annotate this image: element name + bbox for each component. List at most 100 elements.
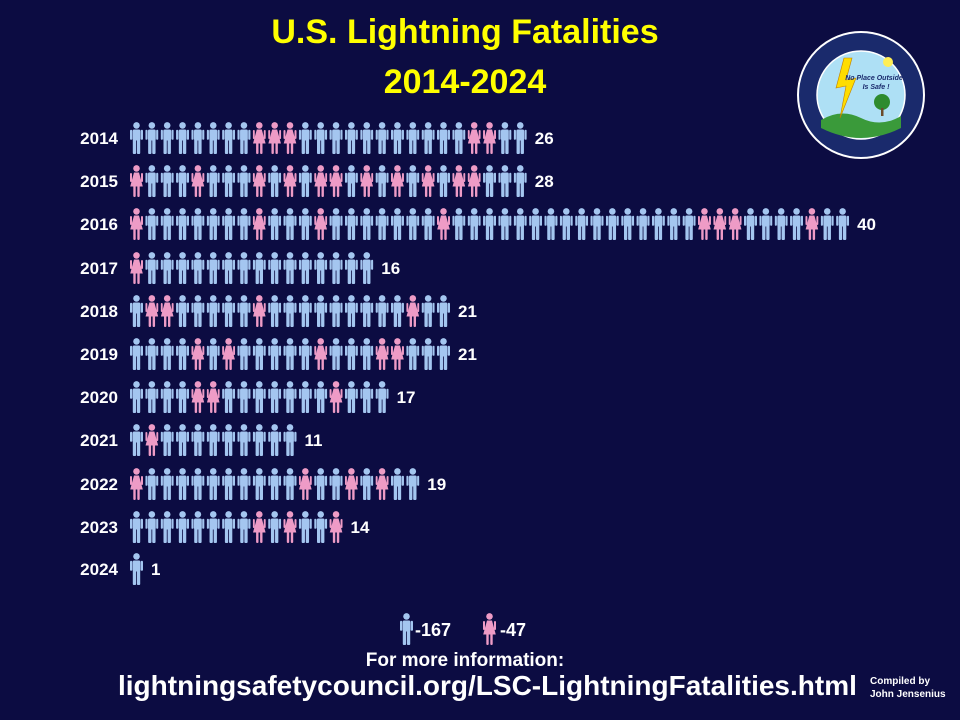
male-icon [237, 295, 251, 327]
male-icon [206, 424, 220, 456]
chart-title: U.S. Lightning Fatalities [271, 13, 659, 51]
female-icon [222, 338, 236, 370]
male-icon [452, 208, 466, 240]
male-icon [513, 208, 527, 240]
male-icon [344, 338, 358, 370]
compiled-line-2: John Jensenius [870, 689, 946, 700]
fatality-count-label: 21 [458, 345, 477, 364]
male-icon [406, 468, 420, 500]
male-icon [237, 468, 251, 500]
male-icon [176, 338, 190, 370]
male-icon [145, 122, 159, 154]
male-icon [252, 381, 266, 413]
male-icon [483, 165, 497, 197]
male-icon [375, 165, 389, 197]
logo-slogan-2: Is Safe ! [863, 84, 891, 91]
male-icon [390, 295, 404, 327]
male-icon [145, 165, 159, 197]
male-icon [268, 252, 282, 284]
year-label: 2015 [80, 172, 118, 191]
male-icon [283, 208, 297, 240]
male-icon [191, 295, 205, 327]
year-label: 2024 [80, 560, 118, 579]
female-icon [206, 381, 220, 413]
male-icon [406, 208, 420, 240]
compiled-by-credit: Compiled by John Jensenius [870, 675, 946, 701]
female-icon [697, 208, 711, 240]
male-icon [130, 122, 143, 154]
male-icon [206, 165, 220, 197]
male-icon [390, 208, 404, 240]
male-icon [744, 208, 757, 240]
male-icon [176, 208, 190, 240]
male-icon [344, 381, 358, 413]
male-icon [222, 468, 236, 500]
male-icon [222, 165, 236, 197]
male-icon [268, 468, 282, 500]
male-icon [252, 424, 266, 456]
legend-female-icon [483, 613, 496, 645]
female-icon [452, 165, 466, 197]
male-icon [406, 338, 420, 370]
male-icon [836, 208, 850, 240]
male-icon [651, 208, 665, 240]
female-icon [298, 468, 312, 500]
male-icon [268, 208, 282, 240]
female-icon [329, 381, 343, 413]
male-icon [191, 511, 205, 543]
female-icon [360, 165, 374, 197]
male-icon [145, 208, 159, 240]
male-icon [222, 424, 236, 456]
male-icon [160, 381, 174, 413]
male-icon [820, 208, 834, 240]
male-icon [375, 295, 389, 327]
male-icon [237, 511, 251, 543]
year-label: 2018 [80, 302, 118, 321]
male-icon [298, 338, 312, 370]
male-icon [283, 468, 297, 500]
male-icon [237, 381, 251, 413]
female-icon [483, 122, 497, 154]
male-icon [360, 338, 374, 370]
male-icon [145, 381, 159, 413]
male-icon [237, 338, 251, 370]
female-icon [130, 252, 143, 284]
male-icon [314, 381, 328, 413]
female-icon [421, 165, 435, 197]
male-icon [206, 511, 220, 543]
nlsc-logo: No Place Outside Is Safe ! [797, 31, 925, 159]
female-icon [252, 165, 266, 197]
male-icon [437, 165, 450, 197]
year-label: 2021 [80, 431, 118, 450]
male-icon [176, 252, 190, 284]
male-icon [329, 468, 343, 500]
male-icon [222, 381, 236, 413]
male-icon [437, 338, 450, 370]
male-icon [130, 295, 143, 327]
male-icon [222, 208, 236, 240]
female-icon [252, 208, 266, 240]
male-icon [375, 122, 389, 154]
info-url-link[interactable]: lightningsafetycouncil.org/LSC-Lightning… [118, 670, 857, 701]
male-icon [621, 208, 635, 240]
female-icon [191, 338, 205, 370]
female-icon [467, 122, 481, 154]
fatality-count-label: 28 [535, 172, 554, 191]
male-icon [237, 424, 251, 456]
male-icon [421, 122, 435, 154]
male-icon [191, 468, 205, 500]
compiled-line-1: Compiled by [870, 676, 931, 687]
male-icon [252, 468, 266, 500]
year-label: 2016 [80, 215, 118, 234]
male-icon [667, 208, 681, 240]
male-icon [145, 338, 159, 370]
male-icon [298, 295, 312, 327]
male-icon [160, 338, 174, 370]
male-icon [375, 208, 389, 240]
male-icon [498, 122, 512, 154]
male-icon [360, 468, 374, 500]
female-icon [314, 338, 328, 370]
male-icon [421, 208, 435, 240]
legend-male-icon [400, 613, 413, 645]
female-icon [130, 165, 143, 197]
